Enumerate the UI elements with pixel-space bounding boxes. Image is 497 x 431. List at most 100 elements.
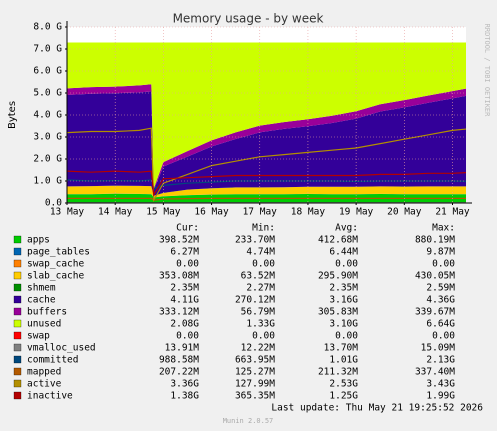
legend-value: 207.22M (159, 367, 199, 378)
legend-value: 0.00 (335, 331, 358, 342)
legend-value: 2.59M (426, 283, 455, 294)
legend-value: 233.70M (235, 235, 275, 246)
legend-label: cache (27, 295, 56, 306)
legend-value: 2.35M (329, 283, 358, 294)
x-tick-label: 17 May (243, 207, 278, 218)
legend-value: 0.00 (432, 259, 455, 270)
legend-value: 2.53G (329, 379, 358, 390)
legend-value: 2.13G (426, 355, 455, 366)
x-tick-label: 18 May (291, 207, 326, 218)
area (67, 42, 466, 189)
legend-swatch (13, 247, 22, 256)
legend-swatch (13, 319, 22, 328)
legend-value: 56.79M (241, 307, 276, 318)
legend-header: Cur: (176, 223, 199, 234)
line (67, 197, 466, 201)
legend-value: 63.52M (241, 271, 276, 282)
area (67, 185, 466, 198)
y-tick-label: 6.0 G (33, 66, 62, 77)
legend-value: 0.00 (252, 331, 275, 342)
legend-swatch (13, 331, 22, 340)
legend-value: 211.32M (318, 367, 358, 378)
legend-value: 398.52M (159, 235, 199, 246)
legend-value: 3.10G (329, 319, 358, 330)
legend-value: 880.19M (415, 235, 455, 246)
legend-value: 2.35M (170, 283, 199, 294)
legend-swatch (13, 235, 22, 244)
legend-header: Max: (432, 223, 455, 234)
legend-swatch (13, 271, 22, 280)
legend-value: 15.09M (421, 343, 456, 354)
legend-label: mapped (27, 367, 61, 378)
legend-label: swap (27, 331, 50, 342)
legend-value: 0.00 (335, 259, 358, 270)
legend-value: 0.00 (176, 259, 199, 270)
legend-value: 3.43G (426, 379, 455, 390)
legend-value: 1.33G (246, 319, 275, 330)
legend-value: 0.00 (252, 259, 275, 270)
legend-value: 4.11G (170, 295, 199, 306)
legend-swatch (13, 259, 22, 268)
legend-label: inactive (27, 391, 73, 402)
series-layer (66, 42, 467, 204)
y-tick-label: 8.0 G (33, 22, 62, 33)
legend-value: 0.00 (176, 331, 199, 342)
legend-value: 663.95M (235, 355, 275, 366)
legend-value: 6.44M (329, 247, 358, 258)
legend-swatch (13, 283, 22, 292)
legend-value: 4.74M (246, 247, 275, 258)
legend-label: committed (27, 355, 78, 366)
legend-value: 6.64G (426, 319, 455, 330)
legend-value: 412.68M (318, 235, 358, 246)
legend-value: 988.58M (159, 355, 199, 366)
chart-title: Memory usage - by week (173, 12, 324, 26)
legend-label: page_tables (27, 247, 90, 258)
x-tick-label: 20 May (387, 207, 422, 218)
legend-value: 339.67M (415, 307, 455, 318)
y-tick-label: 5.0 G (33, 88, 62, 99)
legend-value: 4.36G (426, 295, 455, 306)
legend-value: 0.00 (432, 331, 455, 342)
y-tick-label: 3.0 G (33, 132, 62, 143)
y-tick-label: 7.0 G (33, 44, 62, 55)
legend-swatch (13, 295, 22, 304)
y-tick-label: 0.0 (45, 198, 62, 209)
y-tick-label: 1.0 G (33, 176, 62, 187)
legend-value: 9.87M (426, 247, 455, 258)
legend-label: unused (27, 319, 61, 330)
legend-label: active (27, 379, 62, 390)
x-tick-label: 13 May (50, 207, 85, 218)
area (67, 91, 466, 196)
legend-swatch (13, 355, 22, 364)
legend-value: 1.25G (329, 391, 358, 402)
legend-header: Avg: (335, 223, 358, 234)
footer: Munin 2.0.57 (223, 417, 274, 425)
legend-value: 125.27M (235, 367, 275, 378)
area (67, 84, 466, 190)
last-update: Last update: Thu May 21 19:25:52 2026 (271, 403, 483, 414)
legend-value: 1.01G (329, 355, 358, 366)
legend-value: 2.27M (246, 283, 275, 294)
legend-value: 13.91M (165, 343, 200, 354)
legend-value: 430.05M (415, 271, 455, 282)
y-tick-label: 4.0 G (33, 110, 62, 121)
legend-swatch (13, 367, 22, 376)
x-tick-label: 16 May (194, 207, 229, 218)
legend-value: 270.12M (235, 295, 275, 306)
legend-value: 13.70M (324, 343, 359, 354)
legend-label: apps (27, 235, 50, 246)
legend-swatch (13, 307, 22, 316)
legend-label: swap_cache (27, 259, 84, 270)
legend-value: 3.36G (170, 379, 199, 390)
legend-value: 6.27M (170, 247, 199, 258)
legend-value: 127.99M (235, 379, 275, 390)
legend-swatch (13, 379, 22, 388)
y-axis-label: Bytes (7, 101, 18, 129)
legend-label: vmalloc_used (27, 343, 96, 354)
legend-value: 3.16G (329, 295, 358, 306)
legend-value: 337.40M (415, 367, 455, 378)
x-tick-label: 21 May (435, 207, 470, 218)
legend-value: 12.22M (241, 343, 276, 354)
